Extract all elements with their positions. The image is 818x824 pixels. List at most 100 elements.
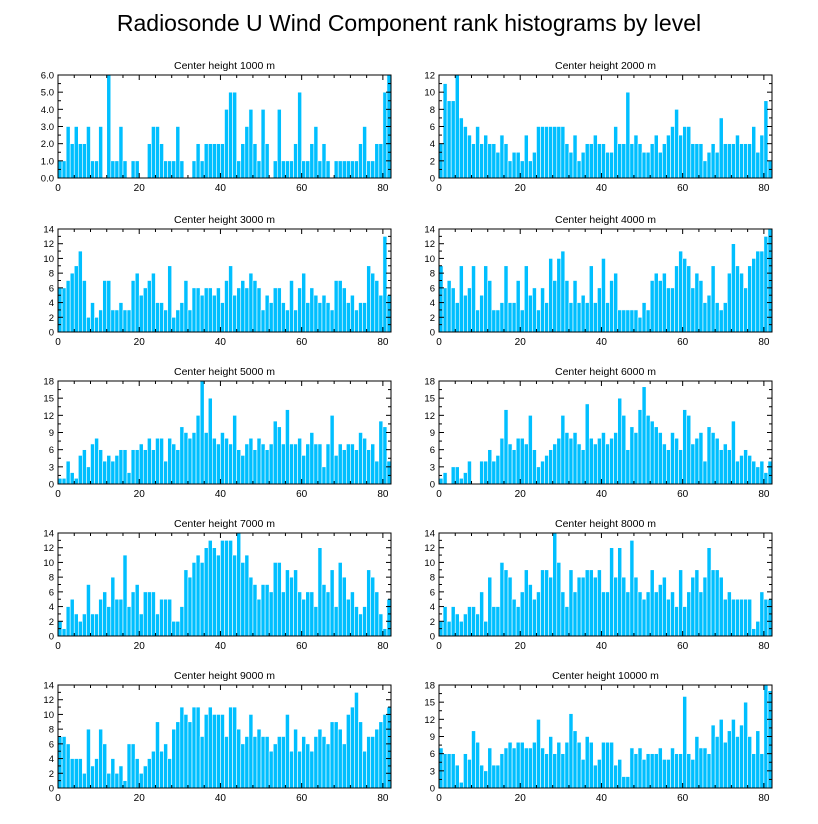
histogram-bar xyxy=(110,160,116,179)
histogram-bar xyxy=(572,280,578,333)
histogram-bar xyxy=(122,554,128,637)
histogram-bar xyxy=(483,460,489,485)
x-tick-label: 0 xyxy=(436,489,442,500)
panel-title: Center height 9000 m xyxy=(174,670,275,682)
histogram-bar xyxy=(487,747,493,789)
histogram-bar xyxy=(479,460,484,485)
x-tick-label: 20 xyxy=(134,489,146,500)
histogram-bar xyxy=(98,449,103,485)
histogram-bar xyxy=(662,759,667,789)
histogram-bar xyxy=(248,576,254,637)
histogram-bar xyxy=(759,591,765,637)
histogram-bar xyxy=(86,126,91,179)
histogram-bar xyxy=(710,569,716,637)
histogram-bar xyxy=(523,569,529,637)
x-tick-label: 20 xyxy=(515,793,527,804)
x-tick-label: 60 xyxy=(677,641,689,652)
histogram-bar xyxy=(305,591,311,637)
panel-title: Center height 4000 m xyxy=(555,214,656,226)
histogram-bar xyxy=(556,437,562,485)
histogram-bar xyxy=(366,449,371,485)
histogram-bar xyxy=(82,143,87,179)
histogram-bar xyxy=(130,160,136,179)
histogram-bar xyxy=(179,302,185,333)
x-tick-label: 80 xyxy=(758,793,770,804)
histogram-bar xyxy=(110,758,116,789)
histogram-bar xyxy=(118,126,124,179)
histogram-bar xyxy=(191,432,197,485)
histogram-bar xyxy=(475,741,480,789)
y-tick-label: 0 xyxy=(430,174,435,185)
y-tick-label: 4 xyxy=(49,754,54,765)
histogram-bar xyxy=(244,736,250,789)
histogram-bar xyxy=(309,432,315,485)
histogram-bar xyxy=(528,294,533,333)
histogram-bar xyxy=(61,628,67,637)
histogram-bar xyxy=(281,302,286,333)
histogram-bar xyxy=(727,272,732,333)
histogram-bar xyxy=(207,287,213,333)
histogram-bar xyxy=(252,449,258,485)
histogram-bar xyxy=(568,437,574,485)
histogram-bar xyxy=(710,432,716,485)
histogram-panel-2: Center height 2000 m 0 20 40 60 80 0 2 4 6 8 10 12 xyxy=(424,60,773,194)
histogram-bar xyxy=(731,719,736,789)
histogram-bar xyxy=(528,160,533,179)
histogram-bar xyxy=(163,460,168,485)
histogram-bar xyxy=(710,143,716,179)
histogram-bar xyxy=(670,287,675,333)
histogram-bar xyxy=(252,584,258,637)
histogram-bar xyxy=(609,547,614,637)
histogram-bar xyxy=(731,243,736,333)
histogram-bar xyxy=(362,126,367,179)
histogram-bar xyxy=(240,143,246,179)
histogram-bar xyxy=(69,143,75,179)
histogram-bar xyxy=(576,741,582,789)
x-tick-label: 80 xyxy=(377,489,389,500)
histogram-bar xyxy=(370,160,376,179)
histogram-bar xyxy=(568,569,574,637)
histogram-bar xyxy=(580,759,586,789)
histogram-bar xyxy=(313,294,319,333)
histogram-bar xyxy=(358,143,363,179)
histogram-bar xyxy=(475,613,480,637)
histogram-bar xyxy=(601,591,606,637)
histogram-bar xyxy=(487,449,493,485)
histogram-bar xyxy=(710,265,716,333)
histogram-bar xyxy=(341,287,347,333)
y-tick-label: 8 xyxy=(49,573,54,584)
histogram-bar xyxy=(593,443,598,485)
histogram-bar xyxy=(519,591,525,637)
histogram-bar xyxy=(617,759,623,789)
histogram-bar xyxy=(645,151,651,179)
histogram-bar xyxy=(212,143,217,179)
histogram-bar xyxy=(199,294,205,333)
histogram-bar xyxy=(228,540,233,637)
histogram-bar xyxy=(313,736,319,789)
histogram-bar xyxy=(130,743,136,789)
histogram-panel-5: Center height 5000 m 0 20 40 60 80 0 3 6 9 12 15 18 xyxy=(43,366,392,500)
histogram-bar xyxy=(499,437,505,485)
histogram-bar xyxy=(118,449,124,485)
x-tick-label: 60 xyxy=(677,489,689,500)
histogram-bar xyxy=(722,598,728,637)
histogram-bar xyxy=(224,109,229,179)
y-tick-label: 10 xyxy=(43,254,54,265)
histogram-bar xyxy=(236,532,242,637)
histogram-bar xyxy=(743,287,748,333)
histogram-bar xyxy=(228,706,233,789)
histogram-bar xyxy=(718,719,724,789)
histogram-bar xyxy=(248,109,254,179)
histogram-bar xyxy=(528,584,533,637)
histogram-panel-1: Center height 1000 m 0 20 40 60 80 0.0 1.0 2.0 3.… xyxy=(41,60,392,194)
histogram-bar xyxy=(442,83,448,179)
histogram-bar xyxy=(536,466,541,485)
histogram-bar xyxy=(751,460,757,485)
y-tick-label: 9 xyxy=(49,428,54,439)
histogram-bar xyxy=(706,426,712,485)
histogram-bar xyxy=(690,143,696,179)
histogram-bar xyxy=(65,606,71,637)
histogram-bar xyxy=(378,143,384,179)
histogram-panel-8: Center height 8000 m 0 20 40 60 80 0 2 4 6 8 10 12 14 xyxy=(424,518,773,652)
histogram-bar xyxy=(281,443,286,485)
